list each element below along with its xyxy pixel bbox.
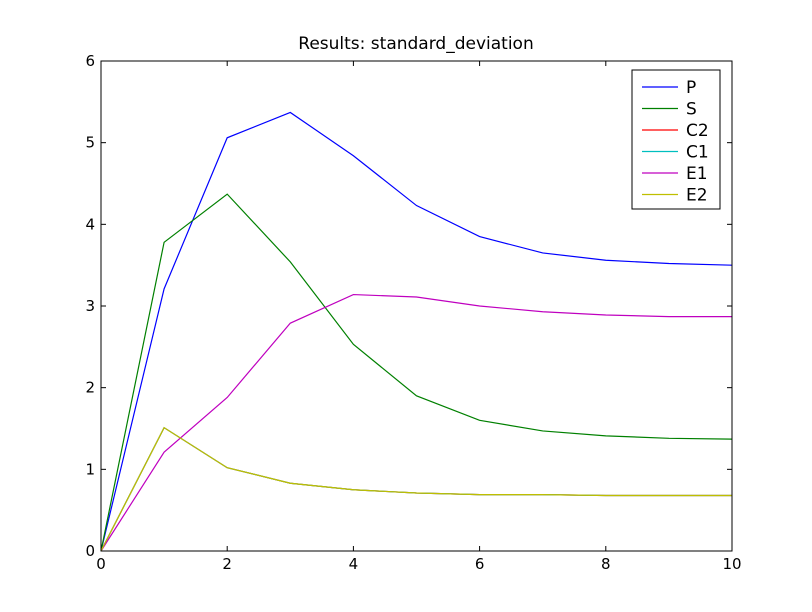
chart-title: Results: standard_deviation: [298, 34, 533, 54]
series-line-c2: [100, 426, 732, 552]
series-line-c1: [100, 426, 732, 552]
x-tick-label: 10: [722, 555, 741, 573]
x-tick-label: 6: [475, 555, 485, 573]
series-line-s: [100, 193, 733, 552]
y-tick-label: 0: [85, 542, 95, 560]
legend-label-s: S: [686, 100, 697, 120]
legend-label-e2: E2: [686, 186, 708, 206]
series-line-e2: [100, 426, 732, 552]
x-tick-label: 2: [222, 555, 232, 573]
ticks-layer: 0 2 4 6 8 10 0 1 2 3 4 5 6: [85, 52, 741, 573]
legend-box: [631, 69, 721, 210]
y-tick-label: 6: [85, 52, 95, 70]
y-tick-label: 2: [85, 379, 95, 397]
y-tick-label: 1: [85, 460, 95, 478]
legend-label-c1: C1: [686, 143, 709, 163]
legend-label-e1: E1: [686, 164, 708, 184]
series-layer: [100, 111, 733, 552]
legend-label-c2: C2: [686, 121, 709, 141]
x-tick-label: 4: [349, 555, 359, 573]
legend-label-p: P: [686, 78, 696, 98]
y-tick-label: 4: [85, 215, 95, 233]
series-line-p: [100, 111, 733, 552]
y-tick-label: 5: [85, 134, 95, 152]
series-line-e1: [100, 293, 732, 552]
y-tick-label: 3: [85, 297, 95, 315]
x-tick-label: 0: [96, 555, 106, 573]
x-tick-label: 8: [601, 555, 611, 573]
